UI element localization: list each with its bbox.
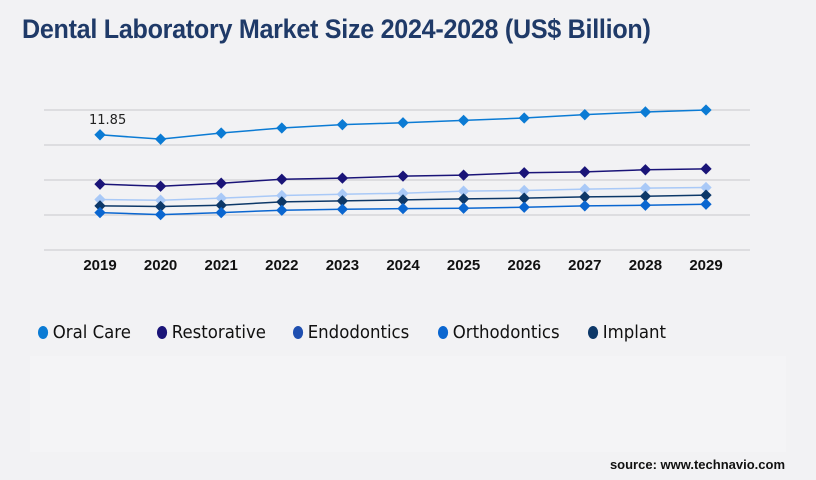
- source-text: source: www.technavio.com: [609, 457, 785, 472]
- data-point: [579, 200, 591, 212]
- data-point: [215, 177, 227, 189]
- legend-label: Endodontics: [308, 322, 410, 343]
- data-point: [94, 206, 106, 219]
- data-point: [457, 114, 470, 127]
- data-point: [518, 201, 530, 213]
- data-point: [700, 163, 712, 175]
- legend-label: Implant: [602, 322, 667, 343]
- data-point: [639, 164, 652, 176]
- chart-title: Dental Laboratory Market Size 2024-2028 …: [22, 14, 651, 44]
- data-point: [154, 200, 167, 213]
- data-point: [457, 202, 470, 214]
- x-tick-label: 2022: [265, 257, 298, 274]
- data-point: [94, 129, 106, 141]
- x-tick-label: 2024: [386, 257, 420, 274]
- data-point: [639, 199, 652, 211]
- data-point: [700, 189, 712, 201]
- data-point: [336, 203, 349, 215]
- data-point: [215, 192, 227, 204]
- data-point: [579, 109, 591, 121]
- data-point: [336, 188, 349, 200]
- x-tick-label: 2021: [205, 257, 238, 274]
- x-tick-label: 2028: [629, 257, 662, 274]
- data-point: [457, 185, 470, 197]
- data-point: [639, 182, 652, 194]
- data-point: [215, 127, 227, 139]
- legend-marker-icon: [437, 326, 448, 339]
- data-point: [579, 183, 591, 195]
- data-point: [700, 181, 712, 194]
- x-tick-label: 2019: [83, 257, 116, 274]
- data-point: [215, 199, 227, 211]
- legend-marker-icon: [38, 326, 49, 339]
- data-point: [518, 192, 530, 204]
- data-point: [336, 119, 349, 131]
- legend-label: Oral Care: [52, 322, 131, 343]
- data-point: [457, 193, 470, 205]
- legend-marker-icon: [588, 326, 599, 339]
- x-tick-label: 2026: [508, 257, 541, 274]
- legend-item: Oral Care: [38, 322, 131, 343]
- data-point: [154, 180, 167, 192]
- legend-marker-icon: [157, 326, 168, 339]
- data-point: [518, 112, 530, 124]
- data-point: [336, 172, 349, 184]
- x-tick-label: 2029: [689, 257, 722, 274]
- legend-item: Implant: [588, 322, 666, 343]
- x-tick-label: 2020: [144, 257, 177, 274]
- data-point: [276, 189, 288, 202]
- data-point: [276, 122, 288, 134]
- data-point: [276, 204, 288, 216]
- legend-label: Orthodontics: [452, 322, 560, 343]
- data-point: [154, 194, 167, 206]
- x-tick-label: 2025: [447, 257, 480, 274]
- data-point: [336, 195, 349, 207]
- data-point: [397, 202, 409, 215]
- data-point: [639, 190, 652, 202]
- data-point: [397, 170, 409, 182]
- legend: Oral Care Restorative Endodontics Orthodont…: [38, 322, 673, 343]
- x-tick-label: 2023: [326, 257, 359, 274]
- legend-label: Restorative: [171, 322, 266, 343]
- legend-item: Restorative: [157, 322, 266, 343]
- data-point: [518, 184, 530, 197]
- data-point: [154, 208, 167, 221]
- legend-item: Orthodontics: [437, 322, 560, 343]
- legend-item: Endodontics: [293, 322, 410, 343]
- data-point: [276, 173, 288, 185]
- background-panel: [30, 356, 786, 452]
- data-point: [700, 198, 712, 210]
- data-point: [579, 191, 591, 203]
- data-point: [457, 169, 470, 181]
- line-chart: 2019 2020 2021 2022 2023 2024 2025 2026 2027 2028…: [44, 104, 750, 274]
- data-point: [518, 167, 530, 179]
- x-tick-label: 2027: [568, 257, 601, 274]
- data-point: [700, 104, 712, 116]
- data-point: [397, 117, 409, 129]
- data-point: [397, 194, 409, 206]
- data-point: [639, 106, 652, 118]
- data-point: [215, 206, 227, 219]
- data-point: [397, 187, 409, 199]
- legend-marker-icon: [293, 326, 304, 339]
- data-point: [154, 133, 167, 145]
- data-point: [276, 196, 288, 208]
- data-point: [579, 166, 591, 178]
- data-label: 11.85: [89, 113, 126, 128]
